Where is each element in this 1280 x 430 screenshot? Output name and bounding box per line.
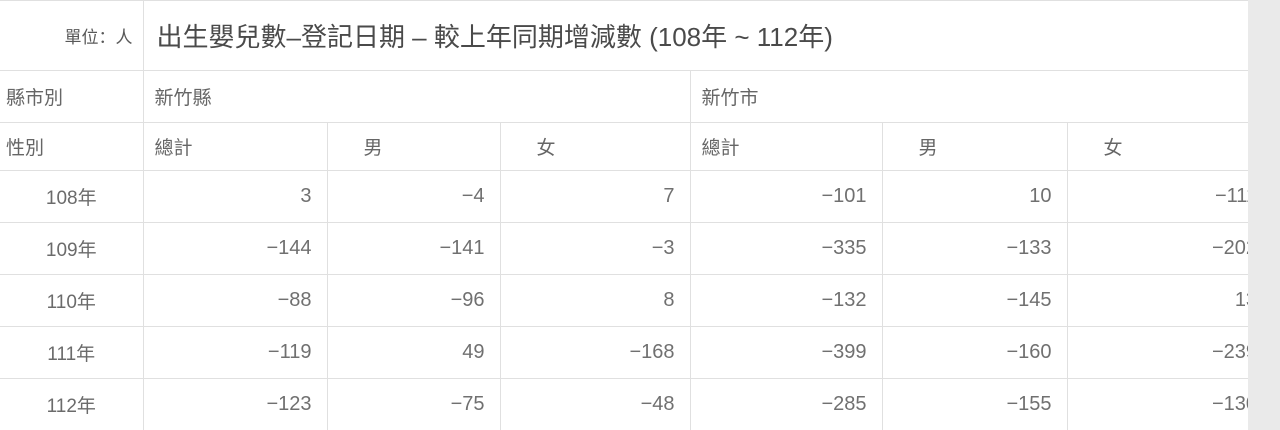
value-cell: −4 [326, 170, 500, 223]
row-axis-label: 縣市別 [0, 70, 143, 123]
table-row-111: 111年 −119 49 −168 −399 −160 −239 [0, 326, 1248, 379]
value-cell: −202 [1066, 222, 1248, 275]
year-label: 108年 [0, 170, 143, 223]
gender-axis-label: 性別 [0, 122, 143, 171]
value-cell: −101 [689, 170, 882, 223]
table-row-110: 110年 −88 −96 8 −132 −145 13 [0, 274, 1248, 327]
year-label: 112年 [0, 378, 143, 430]
year-label: 109年 [0, 222, 143, 275]
value-cell: −155 [881, 378, 1067, 430]
value-cell: −144 [142, 222, 327, 275]
value-cell: 10 [881, 170, 1067, 223]
value-cell: −239 [1066, 326, 1248, 379]
value-cell: −285 [689, 378, 882, 430]
value-cell: 13 [1066, 274, 1248, 327]
value-cell: 3 [142, 170, 327, 223]
value-cell: −96 [326, 274, 500, 327]
table-title: 出生嬰兒數–登記日期 – 較上年同期增減數 (108年 ~ 112年) [142, 0, 1248, 71]
value-cell: −168 [499, 326, 690, 379]
table-row-112: 112年 −123 −75 −48 −285 −155 −130 [0, 378, 1248, 430]
county-group-row: 縣市別 新竹縣 新竹市 [0, 70, 1248, 123]
year-label: 110年 [0, 274, 143, 327]
value-cell: −132 [689, 274, 882, 327]
value-cell: −123 [142, 378, 327, 430]
subheader-city-total: 總計 [689, 122, 882, 171]
gender-header-row: 性別 總計 男 女 總計 男 女 [0, 122, 1248, 171]
value-cell: −130 [1066, 378, 1248, 430]
value-cell: −145 [881, 274, 1067, 327]
vertical-scrollbar-track[interactable] [1248, 0, 1280, 430]
value-cell: −88 [142, 274, 327, 327]
table-row-108: 108年 3 −4 7 −101 10 −111 [0, 170, 1248, 223]
unit-label: 單位：人 [0, 0, 143, 71]
table-scroll-viewport[interactable]: 單位：人 出生嬰兒數–登記日期 – 較上年同期增減數 (108年 ~ 112年)… [0, 0, 1248, 430]
value-cell: −160 [881, 326, 1067, 379]
value-cell: −399 [689, 326, 882, 379]
value-cell: −335 [689, 222, 882, 275]
subheader-county-male: 男 [326, 122, 500, 171]
value-cell: −133 [881, 222, 1067, 275]
value-cell: −141 [326, 222, 500, 275]
value-cell: −119 [142, 326, 327, 379]
value-cell: −3 [499, 222, 690, 275]
value-cell: −111 [1066, 170, 1248, 223]
value-cell: 8 [499, 274, 690, 327]
col-group-hsinchu-county: 新竹縣 [142, 70, 690, 123]
table-row-109: 109年 −144 −141 −3 −335 −133 −202 [0, 222, 1248, 275]
value-cell: −75 [326, 378, 500, 430]
col-group-hsinchu-city: 新竹市 [689, 70, 1248, 123]
birth-stats-table: 單位：人 出生嬰兒數–登記日期 – 較上年同期增減數 (108年 ~ 112年)… [0, 0, 1248, 430]
subheader-county-female: 女 [499, 122, 690, 171]
subheader-city-female: 女 [1066, 122, 1248, 171]
subheader-city-male: 男 [881, 122, 1067, 171]
title-row: 單位：人 出生嬰兒數–登記日期 – 較上年同期增減數 (108年 ~ 112年) [0, 0, 1248, 71]
value-cell: 49 [326, 326, 500, 379]
value-cell: 7 [499, 170, 690, 223]
year-label: 111年 [0, 326, 143, 379]
subheader-county-total: 總計 [142, 122, 327, 171]
value-cell: −48 [499, 378, 690, 430]
